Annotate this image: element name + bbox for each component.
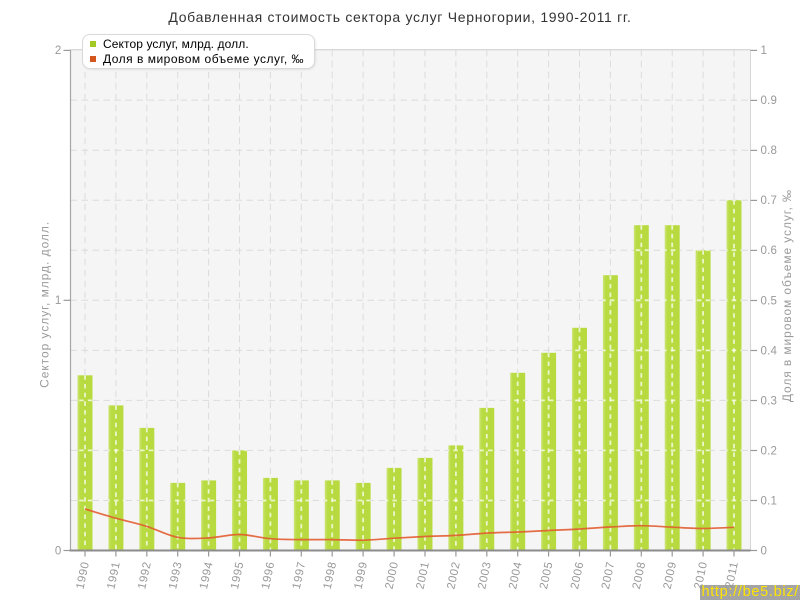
svg-text:0.2: 0.2 <box>761 445 778 457</box>
svg-text:0.7: 0.7 <box>761 195 778 207</box>
svg-text:2000: 2000 <box>384 561 402 591</box>
svg-text:2009: 2009 <box>662 561 680 591</box>
svg-text:0.8: 0.8 <box>761 145 778 157</box>
svg-text:1: 1 <box>761 45 768 57</box>
svg-text:1991: 1991 <box>105 561 123 591</box>
svg-text:0.9: 0.9 <box>761 95 778 107</box>
svg-text:2007: 2007 <box>600 561 618 591</box>
svg-text:2004: 2004 <box>507 561 525 591</box>
svg-text:2006: 2006 <box>569 561 587 591</box>
svg-text:1996: 1996 <box>260 561 278 591</box>
svg-text:2: 2 <box>55 45 62 57</box>
svg-text:1: 1 <box>55 295 62 307</box>
svg-text:2005: 2005 <box>538 561 556 591</box>
svg-text:Доля в мировом объеме услуг, ‰: Доля в мировом объеме услуг, ‰ <box>780 189 794 402</box>
svg-text:2010: 2010 <box>693 561 711 591</box>
svg-text:0: 0 <box>761 545 768 557</box>
svg-text:Сектор услуг, млрд. долл.: Сектор услуг, млрд. долл. <box>38 221 52 388</box>
svg-text:1999: 1999 <box>353 561 371 591</box>
svg-text:0.3: 0.3 <box>761 395 778 407</box>
svg-text:0.4: 0.4 <box>761 345 778 357</box>
svg-text:0.6: 0.6 <box>761 245 778 257</box>
svg-text:2008: 2008 <box>631 561 649 591</box>
svg-text:2002: 2002 <box>445 561 463 591</box>
svg-text:1990: 1990 <box>75 561 93 591</box>
svg-text:1992: 1992 <box>136 561 154 591</box>
svg-text:1998: 1998 <box>322 561 340 591</box>
svg-text:1997: 1997 <box>291 561 309 591</box>
svg-text:2001: 2001 <box>415 561 433 591</box>
svg-text:2003: 2003 <box>476 561 494 591</box>
svg-text:0.5: 0.5 <box>761 295 778 307</box>
svg-text:1995: 1995 <box>229 561 247 591</box>
svg-text:2011: 2011 <box>724 561 741 590</box>
svg-text:1993: 1993 <box>167 561 185 591</box>
svg-text:0.1: 0.1 <box>761 495 778 507</box>
svg-text:1994: 1994 <box>198 561 216 591</box>
svg-text:0: 0 <box>55 545 62 557</box>
